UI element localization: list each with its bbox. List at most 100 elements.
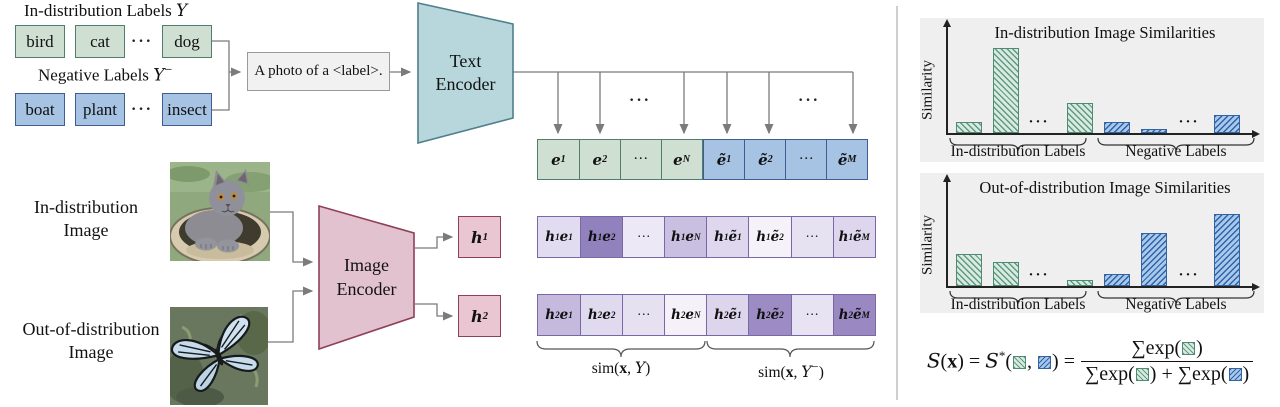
sim-cell-dots: ···: [790, 295, 833, 335]
green-hatch-swatch: [1013, 356, 1027, 370]
in-distribution-image: [166, 162, 276, 266]
id-label-dog: dog: [162, 25, 212, 58]
id-label-bird: bird: [15, 25, 65, 58]
id-similarity-chart: In-distribution Image Similarities Simil…: [920, 18, 1264, 162]
bars-ellipsis: ···: [1028, 267, 1050, 283]
score-formula: S(x) = S*(, ) = ∑exp() ∑exp() + ∑exp(): [903, 320, 1277, 402]
text-encoder: Text Encoder: [417, 2, 514, 144]
bar-neg-1: [1104, 274, 1130, 286]
chart-title: In-distribution Image Similarities: [994, 23, 1216, 42]
y-axis-label: Similarity: [919, 60, 936, 120]
group-label-neg: Negative Labels: [1125, 143, 1227, 160]
formula-fraction: ∑exp() ∑exp() + ∑exp(): [1080, 337, 1254, 386]
bar-id-2: [993, 48, 1019, 133]
x-axis-arrow: [1252, 129, 1260, 138]
arrow-fan-ellipsis-right: ···: [798, 92, 821, 109]
sim-cell-dots: ···: [622, 295, 665, 335]
sim-neg-label: sim(x, Y−): [758, 359, 824, 382]
green-hatch-swatch: [1182, 342, 1196, 355]
neg-labels-title: Negative Labels Y−: [38, 62, 173, 86]
sim-id-label: sim(x, Y): [591, 359, 651, 377]
id-image-caption: In-distribution Image: [34, 197, 138, 241]
y-axis-label: Similarity: [919, 215, 936, 275]
bar-neg-1: [1104, 122, 1130, 133]
group-label-neg: Negative Labels: [1125, 296, 1227, 313]
text-encoder-shape: [417, 2, 514, 144]
sim-cell-dots: ···: [622, 217, 665, 257]
blue-hatch-swatch: [1228, 368, 1242, 381]
x-group-braces: [949, 137, 1255, 152]
green-hatch-swatch: [1135, 368, 1149, 381]
bar-neg-M: [1214, 115, 1240, 133]
arrow-fan-ellipsis-left: ···: [629, 92, 652, 109]
bar-neg-2: [1141, 233, 1167, 286]
x-group-braces: [949, 290, 1255, 305]
connector-lines: [212, 40, 875, 358]
x-axis-arrow: [1252, 282, 1260, 291]
image-encoder-shape: [318, 205, 415, 350]
image-encoder-label: Image Encoder: [336, 255, 397, 299]
neg-labels-ellipsis: ···: [131, 101, 154, 118]
blue-hatch-swatch: [1038, 356, 1052, 370]
chart-title: Out-of-distribution Image Similarities: [979, 178, 1231, 197]
embedding-cell-dots2: ···: [785, 140, 827, 179]
bar-neg-2: [1141, 129, 1167, 133]
bar-id-1: [956, 122, 982, 133]
id-labels-ellipsis: ···: [131, 33, 154, 50]
id-label-cat: cat: [75, 25, 125, 58]
y-axis: [946, 181, 948, 286]
group-label-id: In-distribution Labels: [950, 143, 1086, 160]
y-axis-arrow: [942, 174, 951, 182]
neg-label-insect: insect: [162, 93, 212, 126]
out-of-distribution-image: [164, 307, 272, 407]
text-encoder-label: Text Encoder: [435, 50, 496, 94]
bar-id-N: [1067, 280, 1093, 286]
bar-id-1: [956, 254, 982, 286]
x-axis: [946, 286, 1254, 288]
group-label-id: In-distribution Labels: [950, 296, 1086, 313]
image-encoder: Image Encoder: [318, 205, 415, 350]
y-axis-arrow: [942, 19, 951, 27]
sim-cell-dots: ···: [790, 217, 833, 257]
neg-label-plant: plant: [75, 93, 125, 126]
bar-id-N: [1067, 103, 1093, 133]
x-axis: [946, 133, 1254, 135]
ood-image-caption: Out-of-distribution Image: [22, 319, 160, 363]
bar-id-2: [993, 262, 1019, 286]
section-divider: [896, 6, 898, 400]
bars-ellipsis: ···: [1178, 114, 1200, 130]
embedding-cell-dots: ···: [619, 140, 661, 179]
bar-neg-M: [1214, 214, 1240, 286]
ood-similarity-chart: Out-of-distribution Image Similarities S…: [920, 173, 1264, 313]
bars-ellipsis: ···: [1178, 267, 1200, 283]
prompt-template-box: A photo of a <label>.: [247, 52, 390, 91]
y-axis: [946, 26, 948, 135]
neg-label-boat: boat: [15, 93, 65, 126]
